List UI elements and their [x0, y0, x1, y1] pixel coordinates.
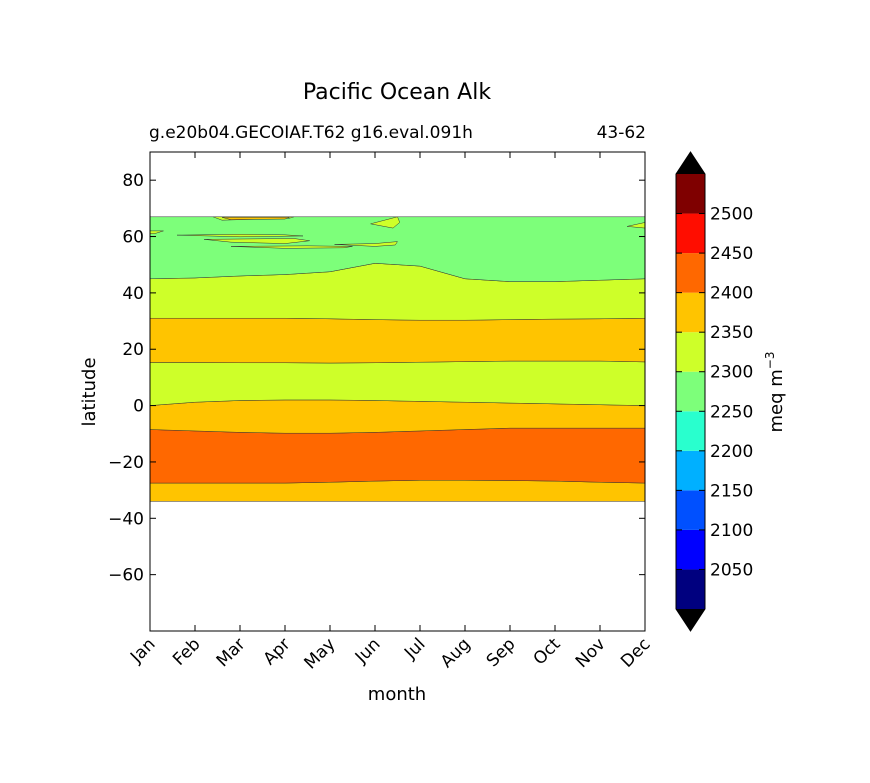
colorbar-tick-label: 2250: [710, 402, 753, 422]
colorbar-tick-label: 2400: [710, 284, 753, 304]
y-tick-label: −60: [108, 566, 144, 586]
colorbar-tick-label: 2350: [710, 323, 753, 343]
x-tick-label: Oct: [530, 634, 565, 669]
colorbar-outline: [675, 151, 706, 632]
colorbar-segment: [676, 292, 705, 333]
contour-patch-0: [150, 230, 164, 234]
contour-patch-5: [370, 216, 401, 229]
x-tick-label: Sep: [483, 634, 520, 671]
y-tick-label: 60: [122, 228, 144, 248]
x-tick-label: May: [301, 634, 340, 673]
x-tick-label: Mar: [213, 634, 250, 671]
colorbar-segment: [676, 529, 705, 570]
colorbar-tick-label: 2500: [710, 205, 753, 225]
contour-band-3: [150, 360, 645, 406]
contour-patch-6: [626, 222, 645, 229]
colorbar-segment: [676, 253, 705, 293]
chart-subtitle-right: 43-62: [597, 123, 646, 143]
colorbar-segment: [676, 332, 705, 372]
contour-band-2: [150, 399, 645, 434]
y-axis-label: latitude: [79, 357, 100, 426]
x-tick-label: Jun: [351, 634, 385, 668]
x-axis-label: month: [368, 684, 426, 705]
y-tick-label: 0: [133, 397, 144, 417]
colorbar-tick-label: 2300: [710, 363, 753, 383]
colorbar-segment: [676, 411, 705, 451]
y-tick-label: −20: [108, 453, 144, 473]
colorbar: 2050 2100 2150 2200 2250 2300 2350 2400 2450 2500: [675, 151, 753, 632]
x-tick-label: Jan: [126, 634, 159, 667]
colorbar-tick-label: 2150: [710, 481, 753, 501]
y-tick-label: 20: [122, 340, 144, 360]
colorbar-segment: [676, 213, 705, 254]
contour-band-6: [150, 216, 645, 282]
colorbar-tick-label: 2050: [710, 560, 753, 580]
contour-band-0: [150, 480, 645, 502]
colorbar-tick-label: 2450: [710, 244, 753, 264]
x-tick-label: Apr: [260, 634, 295, 669]
chart-title: Pacific Ocean Alk: [303, 80, 491, 105]
contour-patch-8: [221, 217, 290, 220]
contour-band-1: [150, 427, 645, 484]
colorbar-tick-label: 2100: [710, 521, 753, 541]
colorbar-segment: [676, 174, 705, 214]
y-tick-label: −40: [108, 509, 144, 529]
colorbar-segment: [676, 490, 705, 530]
colorbar-extend-min: [676, 609, 705, 631]
colorbar-label: meq m−3: [763, 352, 787, 433]
chart-subtitle-left: g.e20b04.GECOIAF.T62 g16.eval.091h: [149, 123, 473, 143]
x-tick-label: Aug: [437, 634, 475, 672]
plot-frame: [149, 151, 646, 632]
x-tick-label: Dec: [617, 634, 654, 671]
x-tick-label: Feb: [169, 634, 204, 669]
colorbar-extend-max: [676, 152, 705, 174]
y-axis: −60 −40 −20 0 20 40 60 80: [108, 171, 645, 586]
y-tick-label: 40: [122, 284, 144, 304]
colorbar-segment: [676, 371, 705, 412]
colorbar-segment: [676, 569, 705, 609]
contour-patch-4: [334, 241, 398, 247]
plot-area: [149, 151, 646, 632]
contour-band-4: [150, 317, 645, 364]
contour-patch-2: [176, 234, 304, 238]
colorbar-segment: [676, 450, 705, 491]
contour-patch-1: [203, 238, 310, 244]
x-tick-label: Jul: [400, 634, 429, 663]
contour-patch-3: [230, 245, 353, 249]
colorbar-tick-label: 2200: [710, 442, 753, 462]
x-tick-label: Nov: [572, 634, 610, 672]
y-tick-label: 80: [122, 171, 144, 191]
